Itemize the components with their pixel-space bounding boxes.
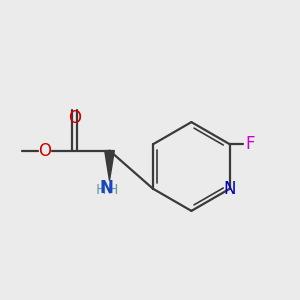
Text: O: O [68,109,81,127]
Text: H: H [107,183,118,196]
Text: F: F [245,135,255,153]
Polygon shape [105,151,114,181]
Text: N: N [100,179,113,197]
Text: O: O [38,142,52,160]
Text: N: N [224,180,236,198]
Text: H: H [96,183,106,196]
